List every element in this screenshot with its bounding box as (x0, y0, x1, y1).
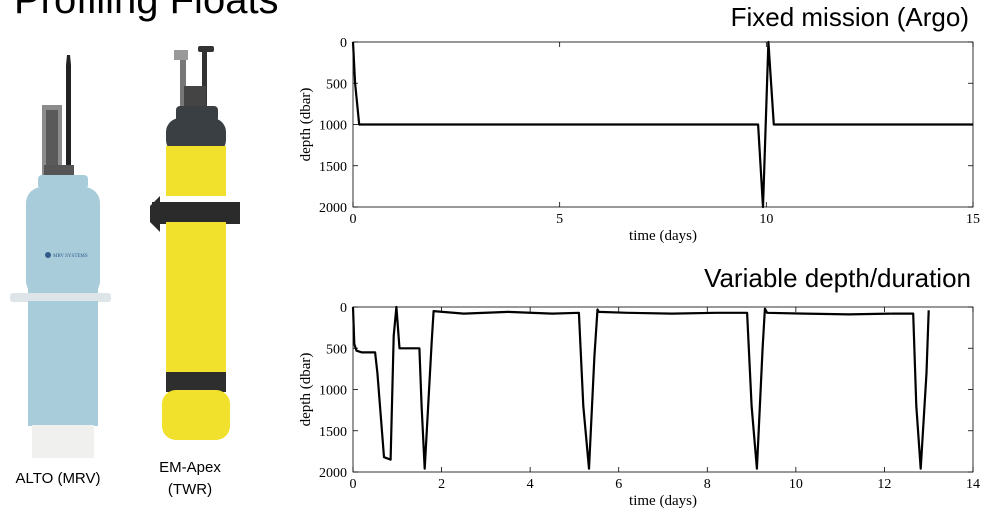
y-tick-label: 2000 (319, 466, 347, 481)
x-axis-label: time (days) (629, 228, 697, 244)
plot-frame (352, 306, 974, 473)
x-tick-label: 10 (789, 477, 803, 492)
alto-caption: ALTO (MRV) (0, 468, 116, 490)
y-tick-label: 1500 (319, 160, 347, 175)
y-tick-label: 1000 (319, 119, 347, 134)
y-tick-label: 1500 (319, 425, 347, 440)
chart-1-title: Fixed mission (Argo) (730, 2, 969, 32)
y-axis-label: depth (dbar) (298, 88, 314, 162)
x-tick-label: 5 (556, 212, 563, 227)
alto-float-image: MRV SYSTEMS (10, 55, 111, 458)
alto-logo-text: MRV SYSTEMS (53, 254, 88, 259)
y-tick-label: 500 (326, 77, 347, 92)
y-tick-label: 0 (340, 301, 347, 316)
y-axis-label: depth (dbar) (298, 353, 314, 427)
x-axis-label: time (days) (629, 493, 697, 509)
x-tick-label: 0 (350, 477, 357, 492)
y-tick-label: 1000 (319, 384, 347, 399)
x-tick-label: 0 (350, 212, 357, 227)
x-tick-label: 2 (438, 477, 445, 492)
alto-caption-line: ALTO (MRV) (15, 470, 101, 487)
x-tick-label: 14 (966, 477, 980, 492)
em-apex-caption-line-1: EM-Apex (159, 459, 221, 476)
x-tick-label: 4 (527, 477, 534, 492)
chart-variable-depth: 0 2 4 6 8 10 12 14 0 500 1000 1500 2000 time (days) de… (298, 301, 980, 509)
em-apex-caption: EM-Apex (TWR) (140, 457, 240, 501)
depth-series-line (351, 305, 930, 470)
y-tick-label: 2000 (319, 201, 347, 216)
chart-fixed-mission: 0 5 10 15 0 500 1000 1500 2000 time (days) depth (… (298, 36, 980, 244)
x-tick-label: 8 (704, 477, 711, 492)
slide-title: Profiling Floats (14, 0, 279, 22)
chart-2-title: Variable depth/duration (704, 263, 971, 293)
y-tick-label: 0 (340, 36, 347, 51)
em-apex-float-image (150, 46, 240, 440)
x-tick-label: 10 (759, 212, 773, 227)
x-tick-label: 15 (966, 212, 980, 227)
y-tick-label: 500 (326, 342, 347, 357)
depth-series-line (351, 40, 973, 209)
x-tick-label: 12 (877, 477, 891, 492)
x-tick-label: 6 (615, 477, 622, 492)
em-apex-caption-line-2: (TWR) (167, 481, 213, 498)
